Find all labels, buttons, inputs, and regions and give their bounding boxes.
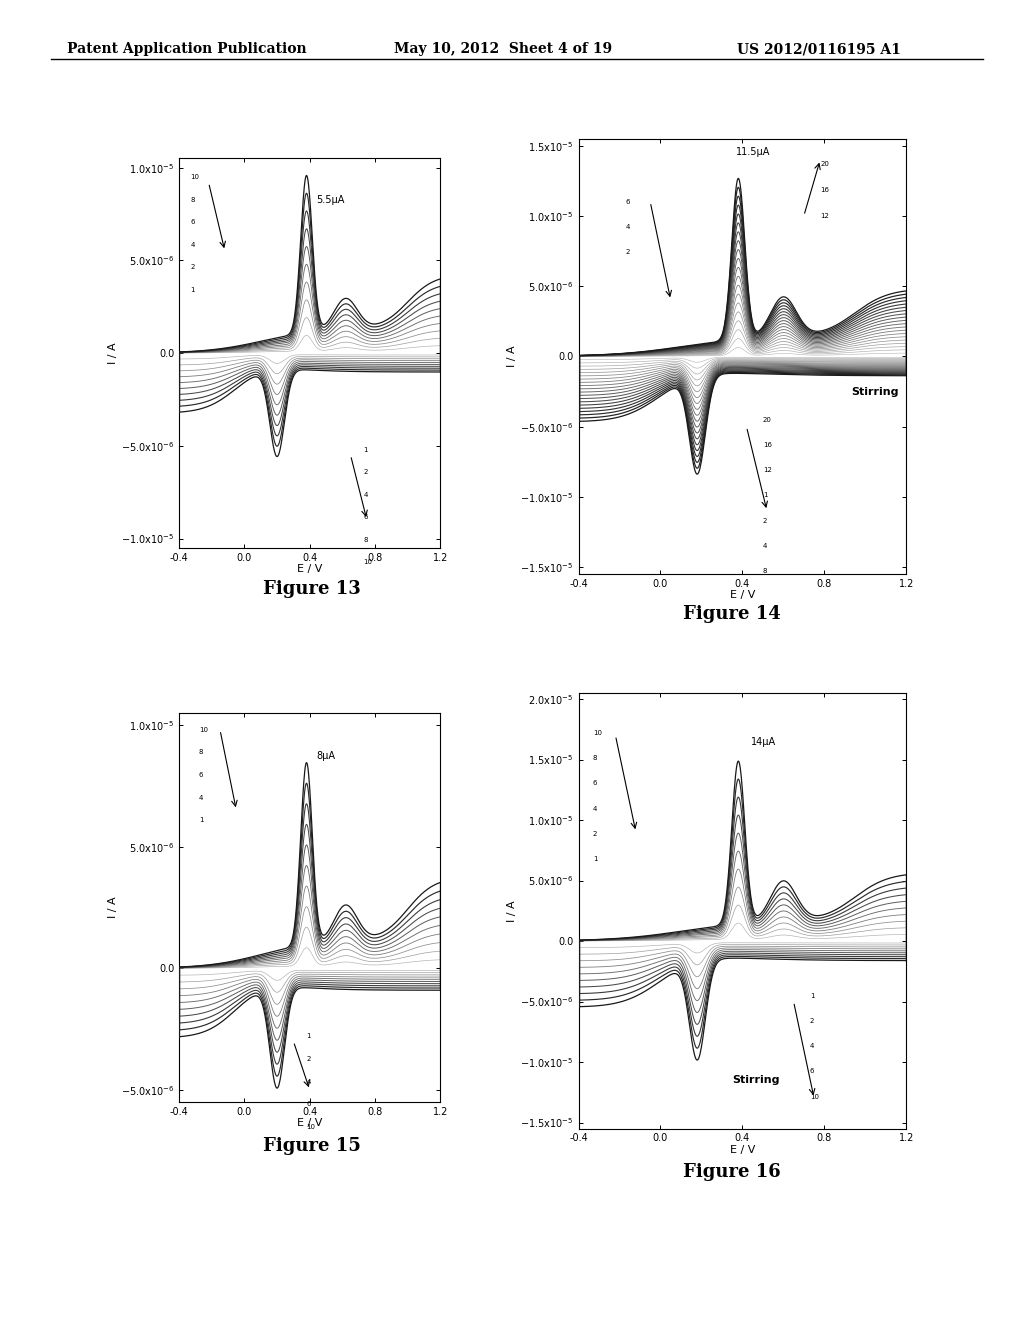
Text: 8: 8 xyxy=(763,568,767,574)
Text: 8: 8 xyxy=(364,537,368,543)
Text: 4: 4 xyxy=(364,491,368,498)
Text: 4: 4 xyxy=(626,224,630,230)
Y-axis label: I / A: I / A xyxy=(108,342,118,364)
Text: 11.5μA: 11.5μA xyxy=(736,147,771,157)
Text: Stirring: Stirring xyxy=(732,1076,779,1085)
Text: 4: 4 xyxy=(190,242,195,248)
Text: 2: 2 xyxy=(763,517,767,524)
Text: 6: 6 xyxy=(626,199,630,205)
Y-axis label: I / A: I / A xyxy=(108,896,118,919)
Text: 4: 4 xyxy=(593,805,597,812)
Text: 6: 6 xyxy=(199,772,204,777)
Text: 16: 16 xyxy=(763,442,772,447)
Text: 6: 6 xyxy=(364,515,368,520)
Text: 2: 2 xyxy=(364,469,368,475)
Text: 4: 4 xyxy=(306,1078,311,1085)
Text: 2: 2 xyxy=(593,832,597,837)
X-axis label: E / V: E / V xyxy=(730,590,755,601)
Text: 4: 4 xyxy=(199,795,203,801)
Text: Stirring: Stirring xyxy=(851,387,898,396)
Text: 10: 10 xyxy=(364,560,373,565)
Text: 10: 10 xyxy=(199,727,208,733)
Text: 1: 1 xyxy=(190,286,196,293)
Text: 8μA: 8μA xyxy=(316,751,335,762)
Text: 10: 10 xyxy=(593,730,602,737)
Text: 6: 6 xyxy=(190,219,196,226)
Text: 6: 6 xyxy=(810,1068,814,1074)
Text: 1: 1 xyxy=(763,492,767,499)
Text: 1: 1 xyxy=(306,1034,311,1039)
Text: 6: 6 xyxy=(306,1101,311,1107)
Text: 1: 1 xyxy=(810,993,814,998)
Text: 6: 6 xyxy=(593,780,597,787)
Text: 1: 1 xyxy=(593,857,597,862)
Text: 12: 12 xyxy=(763,467,772,473)
Text: Patent Application Publication: Patent Application Publication xyxy=(67,42,306,57)
Text: 10: 10 xyxy=(810,1093,819,1100)
Y-axis label: I / A: I / A xyxy=(507,900,517,921)
Text: 10: 10 xyxy=(190,174,200,180)
Text: 5.5μA: 5.5μA xyxy=(316,195,345,205)
Text: US 2012/0116195 A1: US 2012/0116195 A1 xyxy=(737,42,901,57)
Text: 2: 2 xyxy=(306,1056,311,1063)
Text: 20: 20 xyxy=(820,161,829,166)
Text: 2: 2 xyxy=(810,1018,814,1024)
Text: 20: 20 xyxy=(763,417,772,422)
X-axis label: E / V: E / V xyxy=(297,564,323,574)
Text: 10: 10 xyxy=(306,1123,315,1130)
Text: 1: 1 xyxy=(199,817,204,824)
Text: 12: 12 xyxy=(820,213,829,219)
Text: 16: 16 xyxy=(820,186,829,193)
Text: 4: 4 xyxy=(763,543,767,549)
Text: 8: 8 xyxy=(199,750,204,755)
Text: 8: 8 xyxy=(190,197,196,202)
Text: May 10, 2012  Sheet 4 of 19: May 10, 2012 Sheet 4 of 19 xyxy=(394,42,612,57)
Text: 2: 2 xyxy=(190,264,195,271)
Text: Figure 14: Figure 14 xyxy=(683,605,781,623)
Text: Figure 13: Figure 13 xyxy=(263,579,361,598)
X-axis label: E / V: E / V xyxy=(730,1144,755,1155)
Text: 4: 4 xyxy=(810,1043,814,1049)
Text: Figure 16: Figure 16 xyxy=(683,1163,781,1181)
X-axis label: E / V: E / V xyxy=(297,1118,323,1129)
Text: 1: 1 xyxy=(364,446,368,453)
Text: Figure 15: Figure 15 xyxy=(263,1137,361,1155)
Text: 8: 8 xyxy=(593,755,597,762)
Text: 2: 2 xyxy=(626,249,630,255)
Text: 14μA: 14μA xyxy=(751,738,776,747)
Y-axis label: I / A: I / A xyxy=(507,346,517,367)
